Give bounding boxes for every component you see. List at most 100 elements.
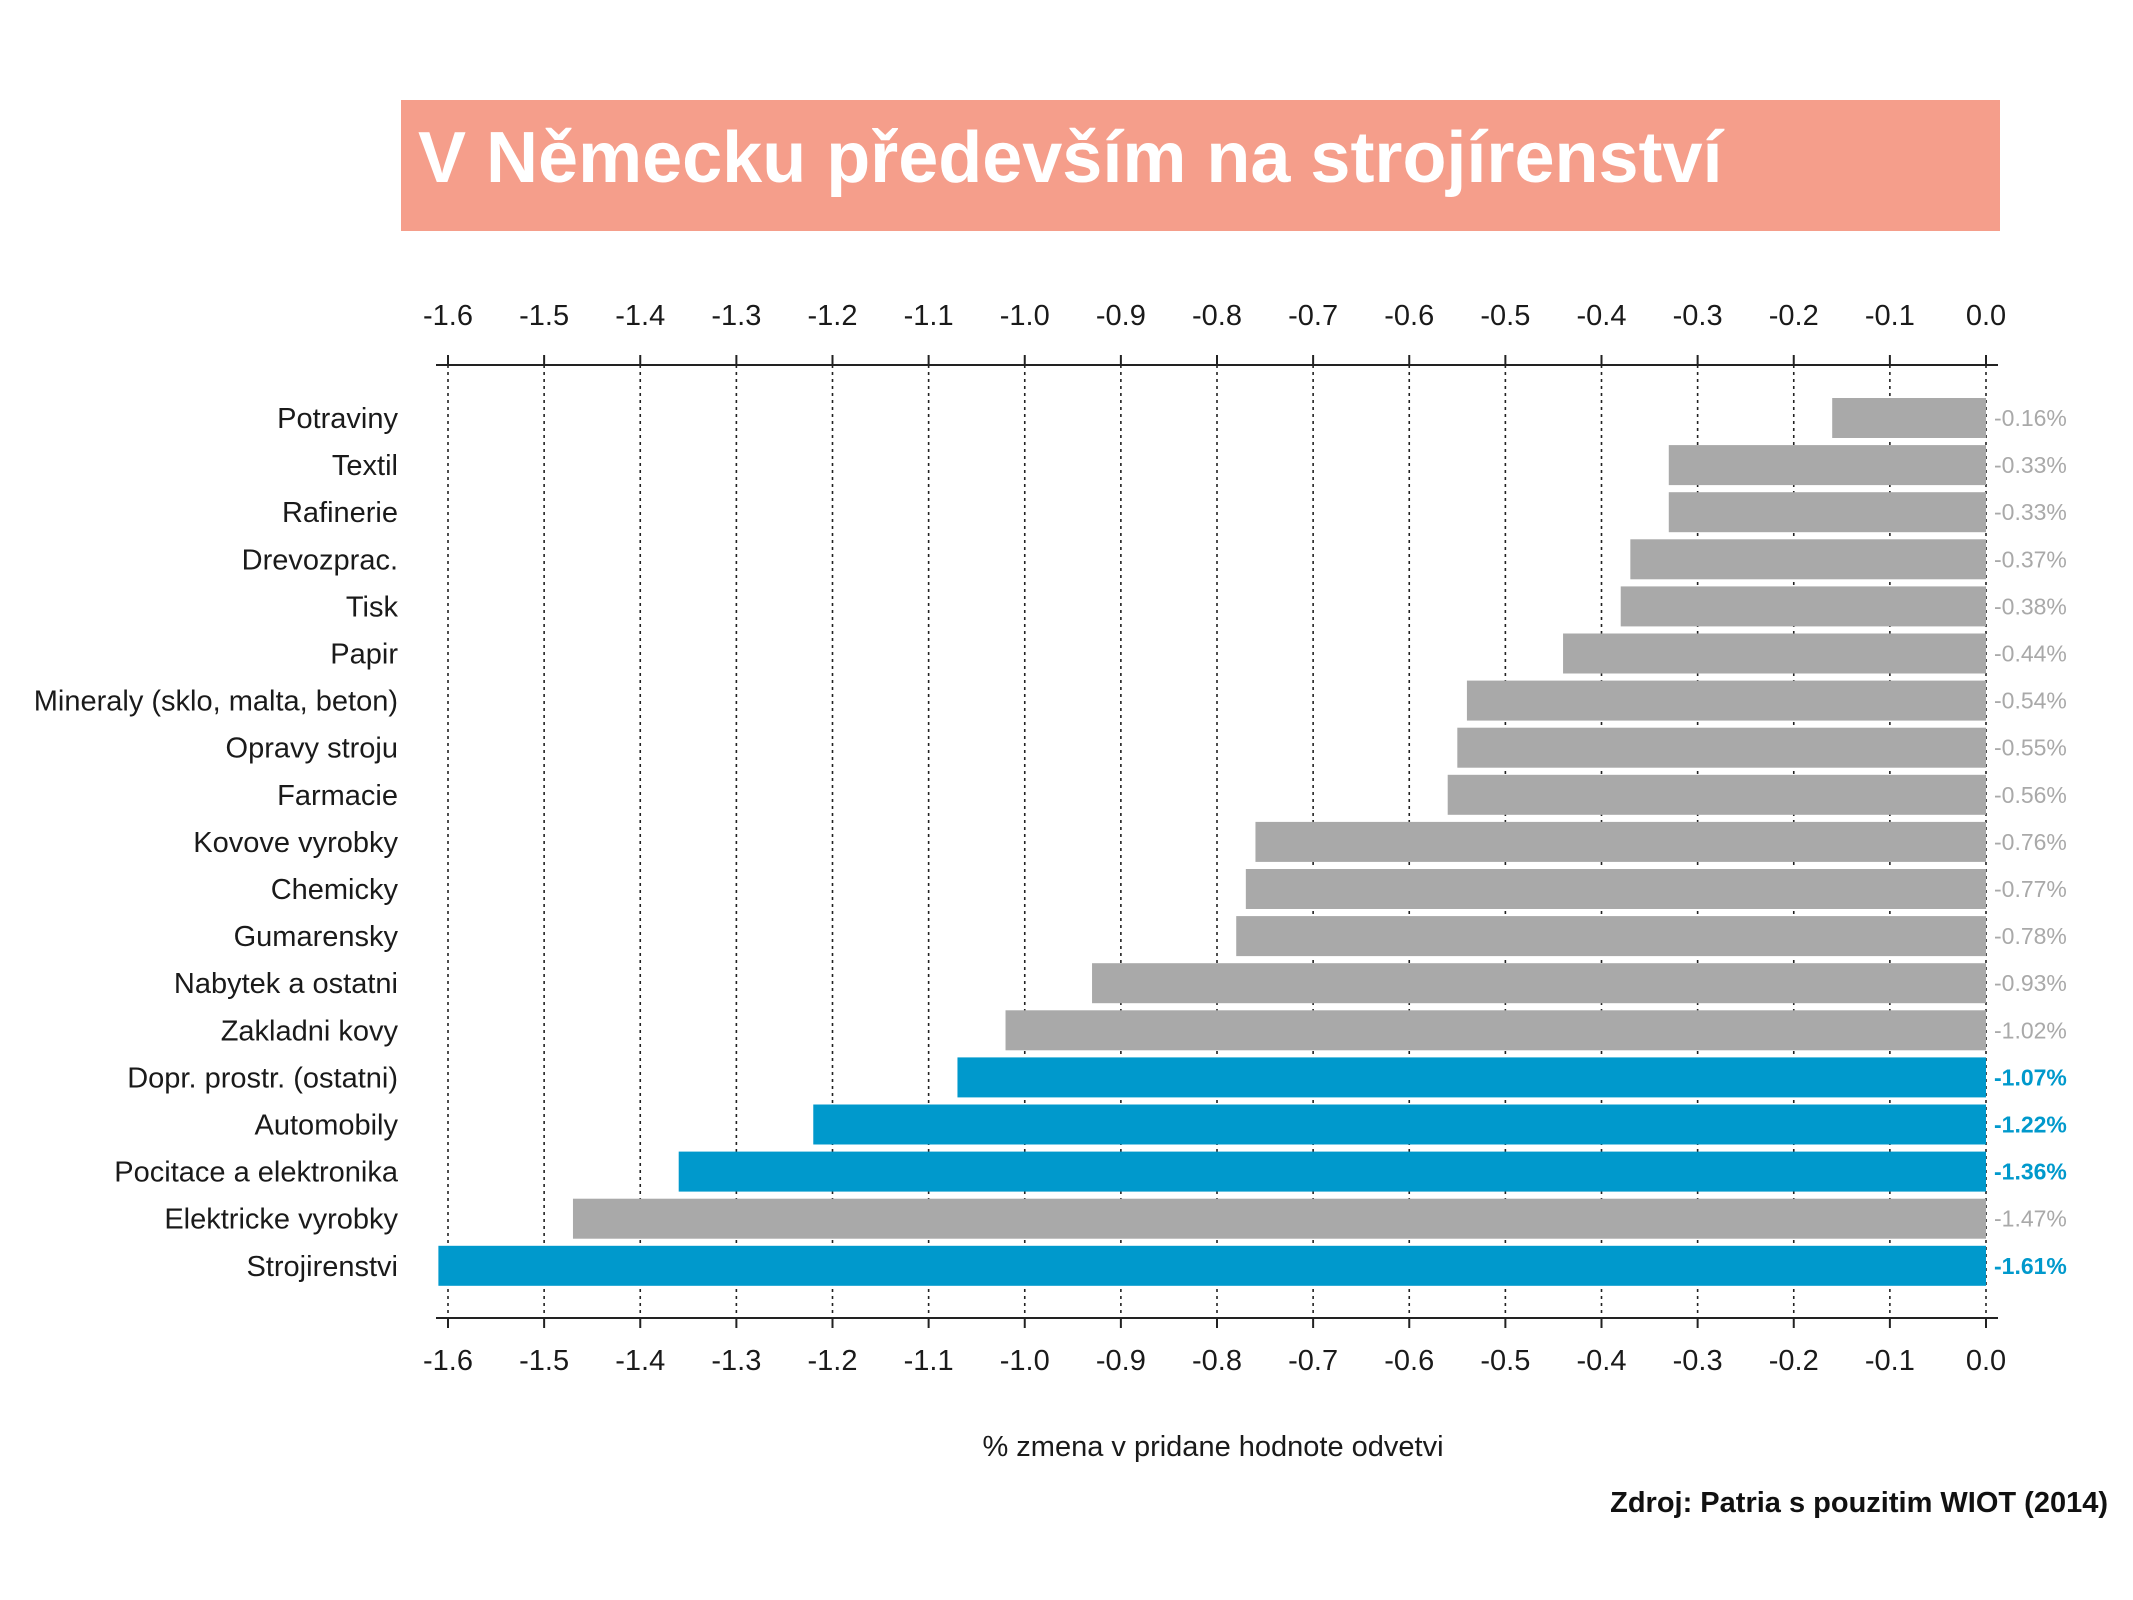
category-label: Pocitace a elektronika [114, 1157, 399, 1189]
value-label: -1.36% [1994, 1159, 2067, 1185]
bar [1447, 774, 1986, 815]
bar [1620, 586, 1986, 627]
x-tick-label-bottom: -1.2 [808, 1345, 858, 1377]
bar [1245, 869, 1986, 909]
value-label: -0.76% [1994, 829, 2067, 855]
value-label: -0.78% [1994, 923, 2067, 949]
value-label: -1.07% [1994, 1064, 2067, 1090]
bar [1832, 398, 1986, 438]
bars [438, 398, 1987, 1286]
x-tick-label-bottom: -1.0 [1000, 1345, 1050, 1377]
category-label: Tisk [346, 591, 399, 623]
bar [1466, 680, 1986, 721]
x-tick-label-top: -1.2 [808, 300, 858, 332]
x-tick-label-top: -1.1 [904, 300, 954, 332]
category-label: Automobily [255, 1110, 399, 1142]
category-label: Mineraly (sklo, malta, beton) [34, 686, 398, 718]
x-tick-label-bottom: -0.2 [1769, 1345, 1819, 1377]
bar [572, 1198, 1986, 1239]
value-label: -0.54% [1994, 688, 2067, 714]
category-label: Rafinerie [282, 497, 398, 529]
x-tick-label-top: -0.6 [1384, 300, 1434, 332]
category-label: Papir [330, 639, 398, 671]
value-labels: -0.16% -0.33% -0.33% -0.37% -0.38% -0.44% -0.5… [1994, 405, 2067, 1279]
x-tick-label-top: -0.2 [1769, 300, 1819, 332]
value-label: -0.77% [1994, 876, 2067, 902]
x-tick-label-bottom: -1.3 [711, 1345, 761, 1377]
chart-title: V Německu především na strojírenství [418, 118, 1723, 198]
x-tick-label-top: -0.8 [1192, 300, 1242, 332]
x-tick-label-top: -0.3 [1673, 300, 1723, 332]
category-label: Chemicky [271, 874, 399, 906]
category-label: Gumarensky [234, 921, 399, 953]
x-tick-label-bottom: -0.7 [1288, 1345, 1338, 1377]
x-tick-label-top: -1.4 [615, 300, 665, 332]
category-label: Strojirenstvi [247, 1251, 399, 1283]
value-label: -1.02% [1994, 1017, 2067, 1043]
x-tick-label-bottom: -1.5 [519, 1345, 569, 1377]
x-tick-label-bottom: -1.4 [615, 1345, 665, 1377]
value-label: -0.33% [1994, 499, 2067, 525]
bar [1668, 445, 1986, 486]
x-tick-label-bottom: -0.1 [1865, 1345, 1915, 1377]
x-tick-label-bottom: -0.9 [1096, 1345, 1146, 1377]
x-tick-label-bottom: -1.1 [904, 1345, 954, 1377]
category-label: Elektricke vyrobky [164, 1204, 398, 1236]
value-label: -1.22% [1994, 1112, 2067, 1138]
value-label: -0.37% [1994, 546, 2067, 572]
category-label: Farmacie [277, 780, 398, 812]
x-tick-label-top: -1.5 [519, 300, 569, 332]
x-tick-label-top: -1.3 [711, 300, 761, 332]
value-label: -0.55% [1994, 735, 2067, 761]
bar [1236, 916, 1986, 957]
bar [1092, 963, 1986, 1004]
x-tick-label-top: -0.1 [1865, 300, 1915, 332]
x-tick-label-bottom: -0.6 [1384, 1345, 1434, 1377]
x-tick-label-top: -0.7 [1288, 300, 1338, 332]
x-tick-label-bottom: 0.0 [1966, 1345, 2006, 1377]
source-note: Zdroj: Patria s pouzitim WIOT (2014) [1610, 1487, 2108, 1519]
category-label: Potraviny [277, 403, 398, 435]
bar [957, 1057, 1986, 1098]
bar [1005, 1010, 1986, 1051]
category-label: Nabytek a ostatni [174, 968, 398, 1000]
bar [438, 1245, 1987, 1286]
bar [1255, 821, 1986, 862]
category-labels: Potraviny Textil Rafinerie Drevozprac. Tisk P… [34, 403, 399, 1283]
x-tick-label-top: -0.9 [1096, 300, 1146, 332]
x-tick-label-bottom: -0.5 [1480, 1345, 1530, 1377]
category-label: Opravy stroju [226, 733, 398, 765]
value-label: -1.47% [1994, 1206, 2067, 1232]
bar [1668, 492, 1986, 533]
value-label: -0.56% [1994, 782, 2067, 808]
x-tick-label-bottom: -0.4 [1577, 1345, 1627, 1377]
x-tick-label-bottom: -0.8 [1192, 1345, 1242, 1377]
x-axis-label: % zmena v pridane hodnote odvetvi [982, 1431, 1443, 1463]
x-tick-label-top: -1.6 [423, 300, 473, 332]
title-banner: V Německu především na strojírenství [401, 100, 2000, 231]
x-tick-label-top: 0.0 [1966, 300, 2006, 332]
value-label: -0.44% [1994, 641, 2067, 667]
x-tick-label-top: -1.0 [1000, 300, 1050, 332]
value-label: -0.16% [1994, 405, 2067, 431]
bar [1457, 727, 1986, 768]
category-label: Textil [332, 450, 398, 482]
x-tick-label-bottom: -0.3 [1673, 1345, 1723, 1377]
x-tick-label-top: -0.5 [1480, 300, 1530, 332]
value-label: -0.38% [1994, 593, 2067, 619]
bar [1630, 539, 1986, 580]
bar [813, 1104, 1986, 1145]
value-label: -0.33% [1994, 452, 2067, 478]
category-label: Drevozprac. [242, 544, 398, 576]
category-label: Zakladni kovy [221, 1015, 399, 1047]
category-label: Kovove vyrobky [193, 827, 398, 859]
value-label: -0.93% [1994, 970, 2067, 996]
value-label: -1.61% [1994, 1253, 2067, 1279]
bar [678, 1151, 1987, 1192]
x-tick-label-bottom: -1.6 [423, 1345, 473, 1377]
x-tick-label-top: -0.4 [1577, 300, 1627, 332]
category-label: Dopr. prostr. (ostatni) [127, 1062, 398, 1094]
axes: -1.6 -1.6 -1.5 -1.5 -1.4 -1.4 -1.3 -1.3 -1.2 -1.2… [423, 300, 2006, 1377]
bar [1563, 633, 1986, 674]
